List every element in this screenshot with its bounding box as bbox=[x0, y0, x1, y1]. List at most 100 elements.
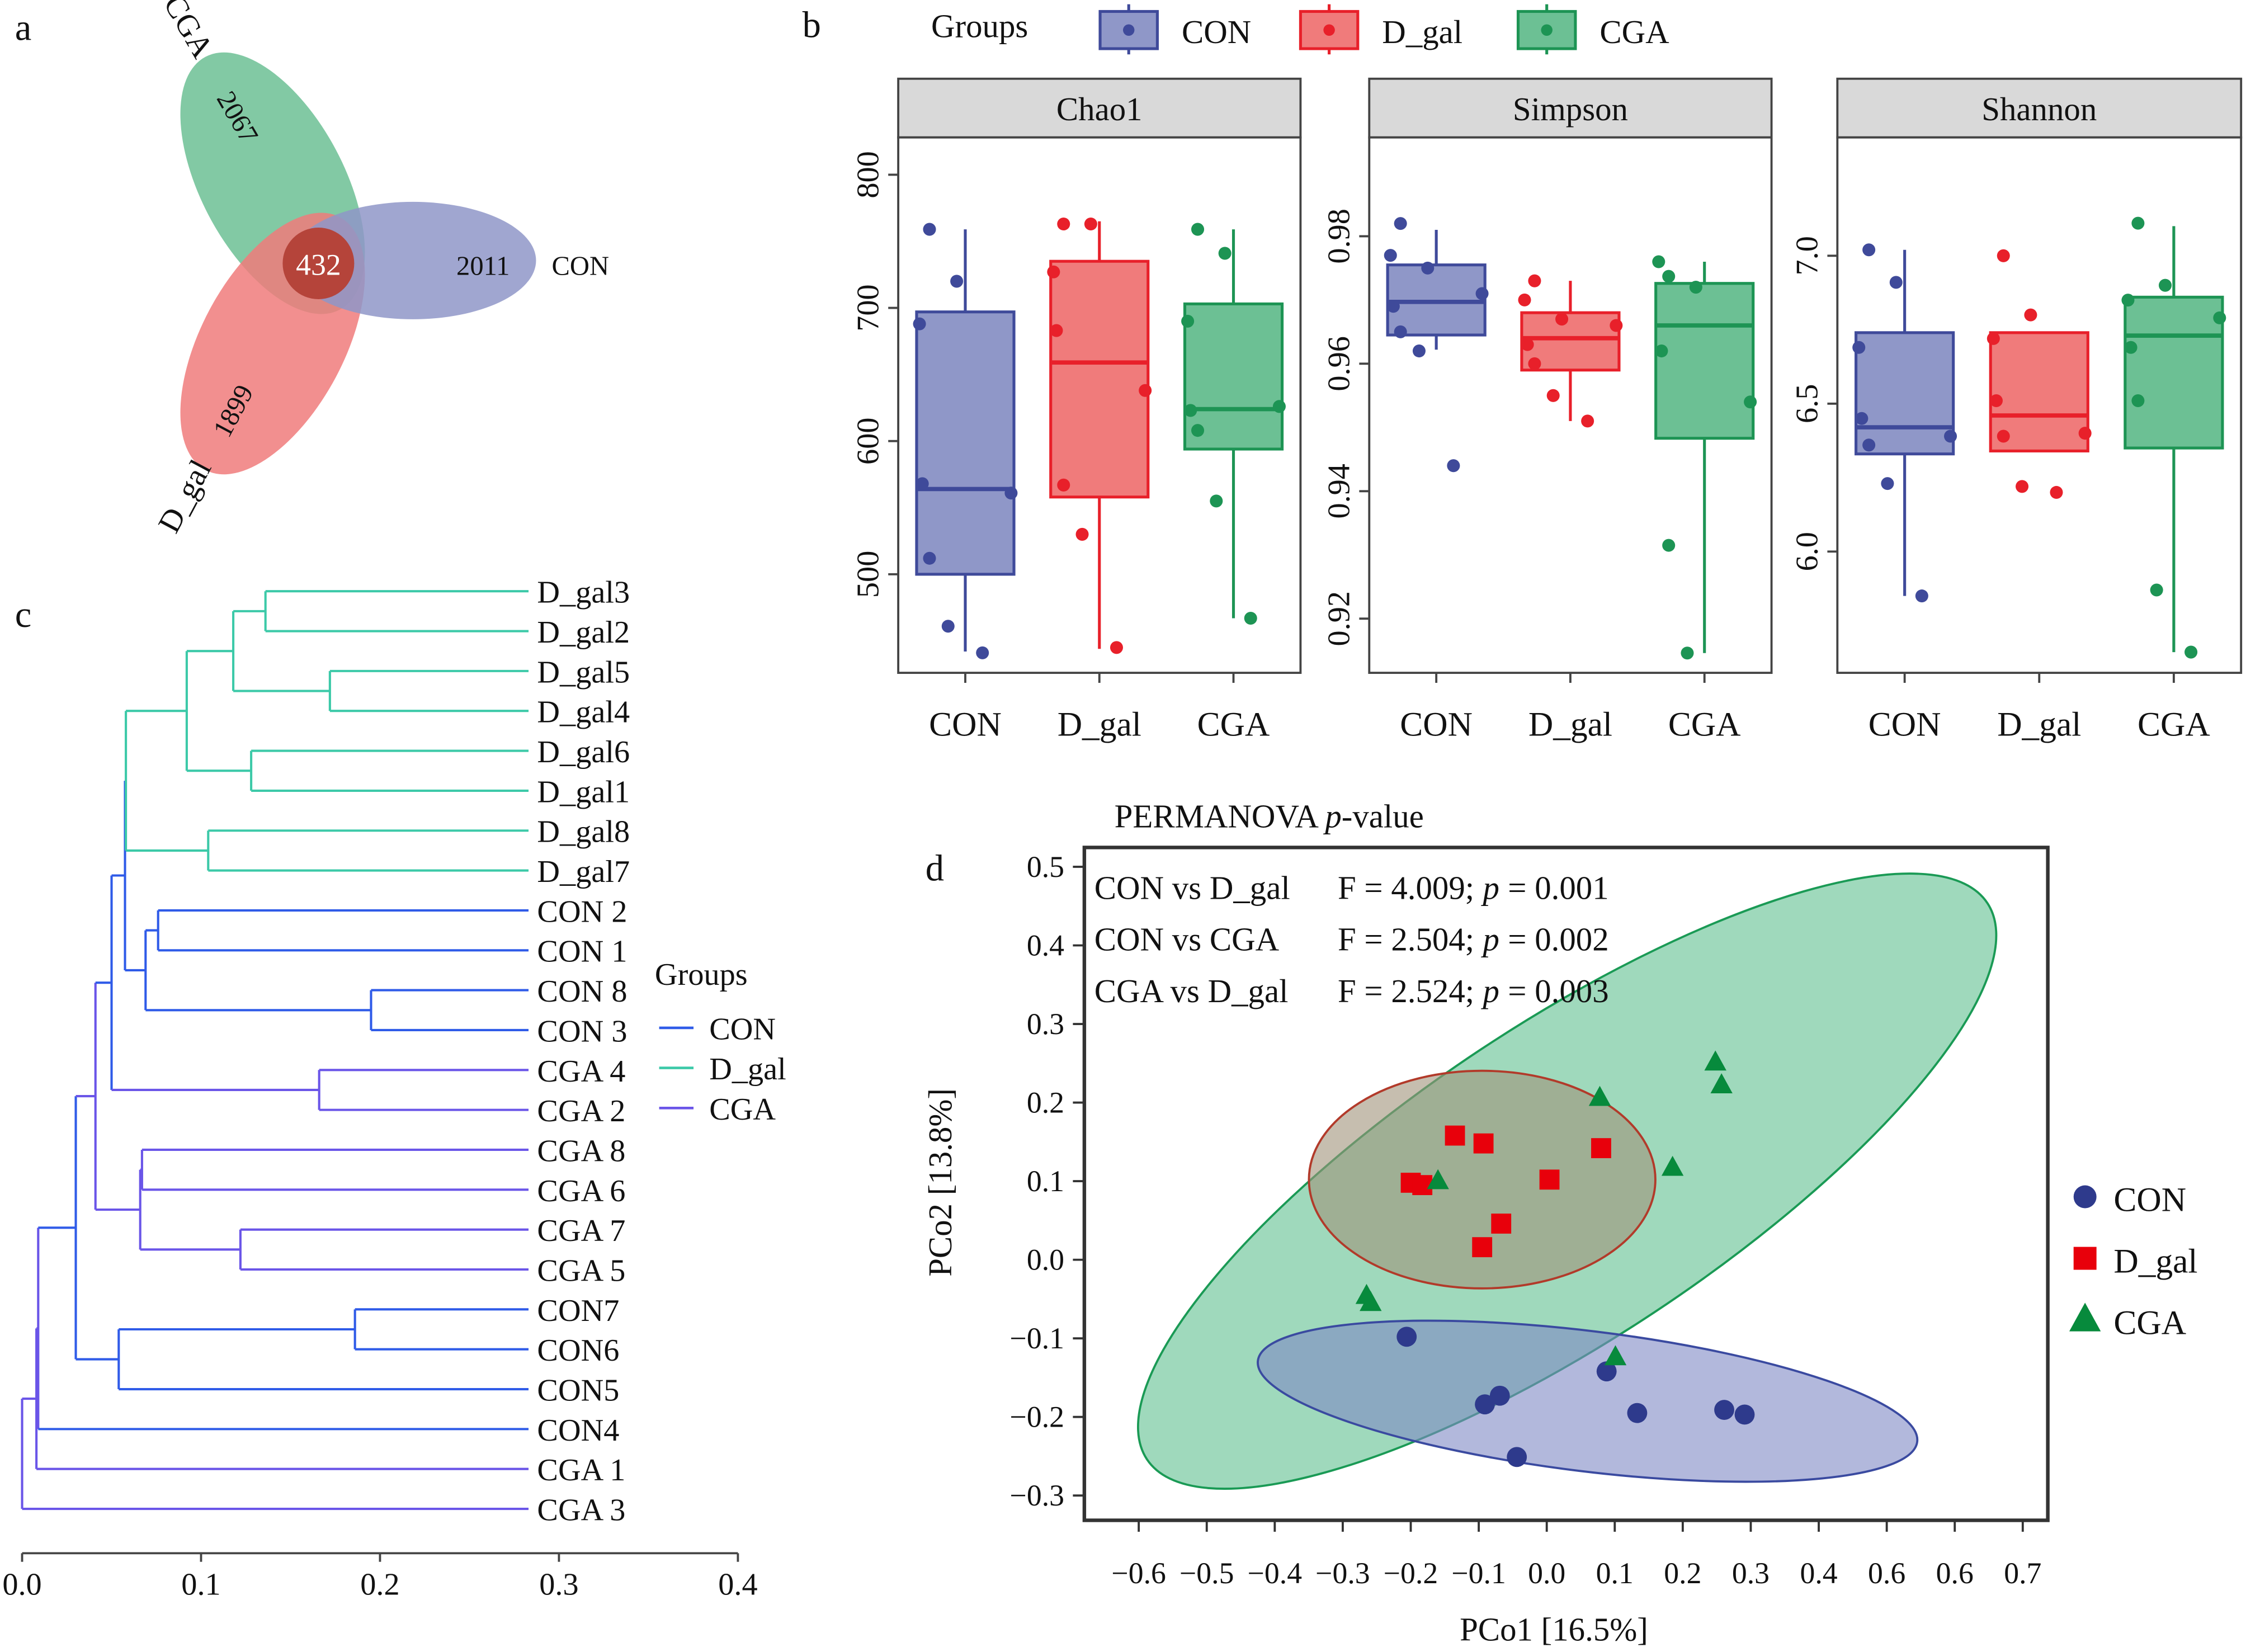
title-part: p bbox=[1323, 799, 1341, 835]
data-point bbox=[1489, 1385, 1510, 1406]
annotation-comparison: CGA vs D_gal bbox=[1094, 973, 1289, 1009]
data-point bbox=[2016, 480, 2029, 493]
venn-shared-count: 432 bbox=[296, 248, 341, 281]
dendrogram-legend-title: Groups bbox=[655, 957, 748, 992]
dendrogram-leaf-label: CGA 4 bbox=[537, 1054, 625, 1089]
legend-marker-square bbox=[2073, 1247, 2097, 1270]
dendrogram-legend-label: CGA bbox=[709, 1092, 776, 1127]
dendrogram-leaf-label: CON6 bbox=[537, 1333, 619, 1368]
data-point bbox=[916, 477, 929, 490]
data-point bbox=[1084, 218, 1097, 231]
x-axis-label: PCo1 [16.5%] bbox=[1460, 1612, 1648, 1648]
series-d_gal bbox=[1400, 1125, 1611, 1258]
box-legend-label: CON bbox=[1182, 14, 1251, 50]
data-point bbox=[1744, 395, 1757, 409]
data-point bbox=[1218, 247, 1231, 260]
dendrogram-leaf-label: CGA 3 bbox=[537, 1493, 625, 1528]
data-point bbox=[1627, 1403, 1648, 1423]
x-tick-label: −0.5 bbox=[1179, 1556, 1234, 1590]
dendrogram-leaf-label: CGA 5 bbox=[537, 1253, 625, 1288]
data-point bbox=[2024, 308, 2037, 322]
data-point bbox=[1447, 459, 1460, 473]
data-point bbox=[1412, 1175, 1433, 1196]
annotation-p-label: p bbox=[1480, 870, 1499, 907]
venn-label-con: CON bbox=[552, 251, 610, 281]
data-point bbox=[1714, 1400, 1734, 1420]
data-point bbox=[1396, 1327, 1417, 1347]
data-point bbox=[1181, 314, 1195, 328]
data-point bbox=[1591, 1138, 1611, 1158]
y-tick-label: −0.3 bbox=[1010, 1479, 1065, 1512]
box-legend-item-d_gal: D_gal bbox=[1299, 4, 1462, 55]
dendrogram-leaf-label: CGA 7 bbox=[537, 1214, 625, 1248]
dendrogram-leaf-label: CON 8 bbox=[537, 974, 627, 1009]
data-point bbox=[1047, 265, 1060, 279]
dendrogram-leaf-label: D_gal3 bbox=[537, 575, 630, 610]
data-point bbox=[1528, 274, 1541, 287]
venn-count-con: 2011 bbox=[456, 251, 509, 281]
x-tick-label: D_gal bbox=[1997, 706, 2081, 744]
x-tick-label: 0.7 bbox=[2004, 1556, 2041, 1590]
y-tick-label: 6.0 bbox=[1790, 532, 1824, 571]
data-point bbox=[2078, 427, 2092, 440]
data-point bbox=[1704, 1050, 1726, 1071]
panel-letter-d: d bbox=[926, 848, 944, 889]
x-tick-label: D_gal bbox=[1058, 706, 1141, 744]
dendrogram-leaf-label: CON 3 bbox=[537, 1014, 627, 1049]
data-point bbox=[1386, 300, 1400, 313]
pcoa-legend-label: D_gal bbox=[2113, 1243, 2197, 1281]
annotation-p-label: p bbox=[1480, 922, 1499, 958]
data-point bbox=[1855, 412, 1868, 425]
data-point bbox=[1997, 249, 2010, 262]
x-tick-label: 0.0 bbox=[2, 1568, 41, 1602]
data-point bbox=[1184, 404, 1197, 417]
dendrogram-leaf-label: D_gal7 bbox=[537, 855, 630, 889]
data-point bbox=[1588, 1085, 1611, 1106]
dendrogram-leaf-label: CON5 bbox=[537, 1373, 619, 1408]
x-tick-label: CON bbox=[929, 706, 1002, 744]
dendrogram-leaf-label: D_gal6 bbox=[537, 735, 630, 770]
venn-label-cga: CGA bbox=[157, 0, 220, 64]
dendrogram-legend-label: D_gal bbox=[709, 1052, 786, 1087]
x-tick-label: −0.1 bbox=[1451, 1556, 1506, 1590]
x-tick-label: D_gal bbox=[1528, 706, 1612, 744]
x-tick-label: 0.2 bbox=[360, 1568, 399, 1602]
box-panel-simpson: Simpson 0.92 0.94 0.96 0.98 CON D_gal CGA bbox=[1322, 77, 1773, 744]
dendrogram-leaf-label: D_gal1 bbox=[537, 775, 630, 809]
dendrogram-leaf-label: CON 2 bbox=[537, 894, 627, 929]
legend-marker-circle bbox=[2073, 1185, 2097, 1209]
x-tick-label: −0.4 bbox=[1248, 1556, 1303, 1590]
dendrogram-leaf-label: D_gal4 bbox=[537, 695, 630, 730]
dendrogram-leaf-label: D_gal8 bbox=[537, 815, 630, 849]
y-tick-label: −0.1 bbox=[1010, 1321, 1065, 1355]
box-d_gal bbox=[1047, 218, 1152, 654]
y-tick-label: 0.3 bbox=[1027, 1007, 1064, 1041]
data-point bbox=[1881, 477, 1894, 490]
series-cga bbox=[1355, 1050, 1733, 1366]
y-tick-label: 0.4 bbox=[1027, 928, 1064, 962]
y-tick-label: 500 bbox=[851, 551, 885, 598]
dendrogram-leaf-label: CGA 1 bbox=[537, 1453, 625, 1488]
dendrogram: D_gal3 D_gal2 D_gal5 D_gal4 D_gal6 D_gal1 D_ga… bbox=[2, 575, 786, 1602]
data-point bbox=[1681, 646, 1694, 660]
data-point bbox=[2050, 485, 2063, 499]
pcoa-legend-item-con: CON bbox=[2073, 1181, 2186, 1219]
data-point bbox=[976, 646, 989, 659]
panel-letter-c: c bbox=[15, 594, 32, 635]
panel-title: Simpson bbox=[1513, 91, 1628, 128]
data-point bbox=[1546, 389, 1560, 402]
data-point bbox=[1191, 223, 1205, 236]
data-point bbox=[1734, 1404, 1755, 1425]
x-tick-label: 0.3 bbox=[539, 1568, 578, 1602]
y-tick-label: 600 bbox=[851, 417, 885, 464]
iqr-box bbox=[915, 310, 1016, 576]
dendrogram-leaf-label: CON 1 bbox=[537, 934, 627, 969]
box-con bbox=[1852, 243, 1957, 603]
annotation-p-value: = 0.002 bbox=[1508, 922, 1608, 958]
dendrogram-leaf-label: CGA 6 bbox=[537, 1174, 625, 1209]
data-point bbox=[1689, 281, 1702, 294]
data-point bbox=[2121, 294, 2135, 307]
annotation-p-value: = 0.003 bbox=[1508, 973, 1608, 1009]
y-tick-label: 0.5 bbox=[1027, 850, 1064, 884]
annotation-p-label: p bbox=[1480, 973, 1499, 1009]
